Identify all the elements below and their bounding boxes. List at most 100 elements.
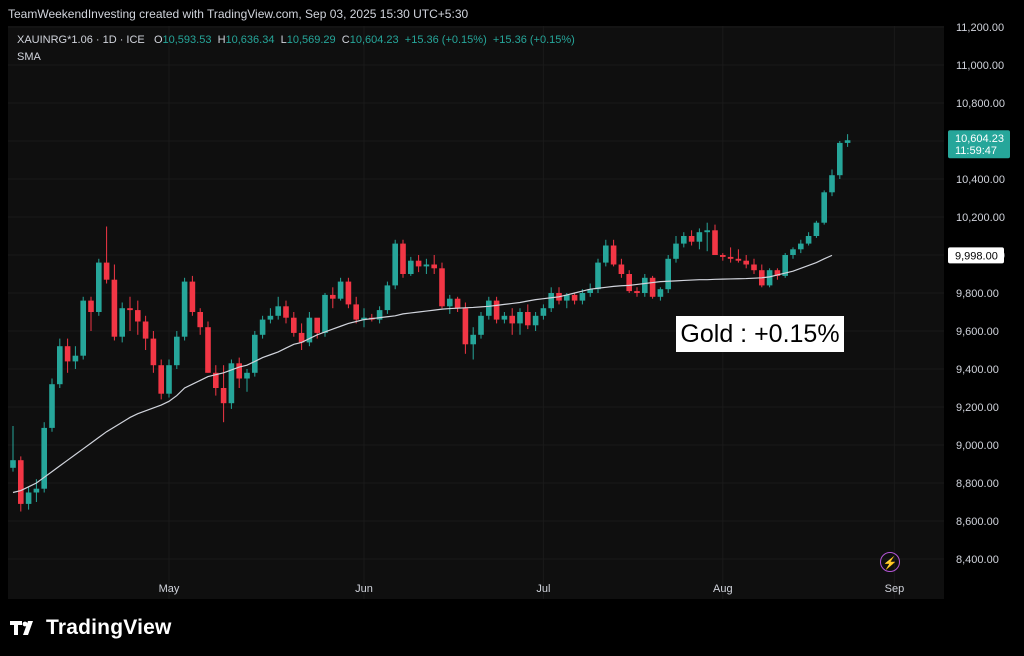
- candle[interactable]: [166, 359, 172, 398]
- candle[interactable]: [447, 294, 453, 314]
- candle[interactable]: [571, 293, 578, 305]
- candle[interactable]: [174, 331, 180, 369]
- candle[interactable]: [96, 258, 102, 316]
- candle[interactable]: [657, 287, 664, 301]
- candle[interactable]: [18, 456, 24, 512]
- candle[interactable]: [345, 277, 352, 309]
- candle[interactable]: [470, 327, 476, 360]
- candle[interactable]: [244, 369, 250, 392]
- candle[interactable]: [486, 296, 492, 320]
- candle[interactable]: [330, 287, 336, 309]
- candle[interactable]: [642, 274, 648, 297]
- candle[interactable]: [361, 308, 367, 328]
- candle[interactable]: [408, 256, 414, 276]
- candle[interactable]: [587, 283, 593, 297]
- candle[interactable]: [197, 308, 203, 335]
- candle[interactable]: [400, 239, 406, 278]
- candle[interactable]: [337, 277, 344, 301]
- candle[interactable]: [353, 296, 359, 324]
- candle[interactable]: [150, 331, 157, 373]
- candle[interactable]: [392, 239, 398, 290]
- candle[interactable]: [478, 312, 484, 339]
- candle[interactable]: [236, 357, 242, 388]
- candle[interactable]: [805, 232, 812, 246]
- candle[interactable]: [634, 287, 640, 297]
- candle[interactable]: [291, 312, 297, 337]
- candle[interactable]: [189, 275, 196, 316]
- candle[interactable]: [509, 308, 515, 335]
- candle[interactable]: [25, 486, 32, 510]
- candle[interactable]: [673, 236, 679, 263]
- candle[interactable]: [462, 302, 469, 354]
- candle[interactable]: [322, 293, 328, 337]
- candle[interactable]: [384, 281, 391, 314]
- candle[interactable]: [275, 296, 281, 320]
- candle[interactable]: [41, 422, 47, 493]
- candle[interactable]: [790, 247, 796, 259]
- sma-indicator-label[interactable]: SMA: [17, 51, 41, 63]
- candle[interactable]: [205, 321, 211, 373]
- candle[interactable]: [135, 300, 141, 335]
- candle[interactable]: [735, 249, 742, 263]
- candle[interactable]: [626, 270, 632, 293]
- candle[interactable]: [80, 296, 86, 360]
- candle[interactable]: [127, 296, 133, 331]
- candle[interactable]: [72, 346, 79, 369]
- candle[interactable]: [564, 293, 570, 309]
- candle[interactable]: [618, 258, 625, 278]
- candle[interactable]: [751, 258, 757, 274]
- lightning-icon[interactable]: ⚡: [880, 552, 900, 572]
- candle[interactable]: [415, 255, 422, 273]
- candle[interactable]: [119, 302, 125, 343]
- candle[interactable]: [259, 315, 266, 339]
- candle[interactable]: [548, 287, 554, 312]
- candle[interactable]: [103, 226, 110, 284]
- candle[interactable]: [844, 134, 851, 147]
- candle[interactable]: [213, 365, 219, 396]
- candle[interactable]: [704, 222, 710, 252]
- candle[interactable]: [142, 315, 149, 350]
- candle[interactable]: [64, 338, 71, 373]
- candle[interactable]: [821, 190, 827, 225]
- candle[interactable]: [743, 255, 749, 269]
- candle[interactable]: [782, 253, 788, 278]
- candle[interactable]: [720, 253, 726, 261]
- candle[interactable]: [540, 304, 547, 320]
- candle[interactable]: [454, 296, 461, 312]
- candle[interactable]: [376, 306, 383, 324]
- candle[interactable]: [306, 312, 313, 347]
- candle[interactable]: [439, 262, 445, 309]
- candle[interactable]: [88, 296, 94, 331]
- candle[interactable]: [712, 224, 718, 255]
- candle[interactable]: [688, 230, 695, 246]
- candle[interactable]: [181, 277, 188, 341]
- candle[interactable]: [681, 232, 687, 248]
- candle[interactable]: [696, 228, 703, 250]
- candle[interactable]: [603, 239, 609, 267]
- candle[interactable]: [610, 239, 617, 267]
- candle[interactable]: [228, 359, 235, 409]
- candle[interactable]: [283, 300, 289, 324]
- candle[interactable]: [579, 289, 586, 305]
- candle[interactable]: [813, 220, 820, 238]
- candle[interactable]: [766, 268, 773, 288]
- candle[interactable]: [665, 255, 671, 293]
- candle[interactable]: [267, 308, 274, 324]
- candle[interactable]: [595, 258, 601, 293]
- candle[interactable]: [423, 258, 430, 274]
- candle[interactable]: [111, 264, 118, 341]
- candle[interactable]: [158, 359, 164, 400]
- candle[interactable]: [493, 296, 500, 324]
- candle[interactable]: [829, 169, 835, 197]
- candle[interactable]: [517, 308, 523, 335]
- candle[interactable]: [501, 312, 508, 324]
- candle[interactable]: [532, 312, 539, 331]
- candle[interactable]: [837, 141, 843, 179]
- candle[interactable]: [525, 304, 531, 330]
- candle[interactable]: [431, 255, 437, 274]
- candle[interactable]: [57, 338, 63, 388]
- candle[interactable]: [252, 331, 258, 377]
- tradingview-logo[interactable]: TradingView: [10, 614, 172, 642]
- candle[interactable]: [49, 378, 55, 432]
